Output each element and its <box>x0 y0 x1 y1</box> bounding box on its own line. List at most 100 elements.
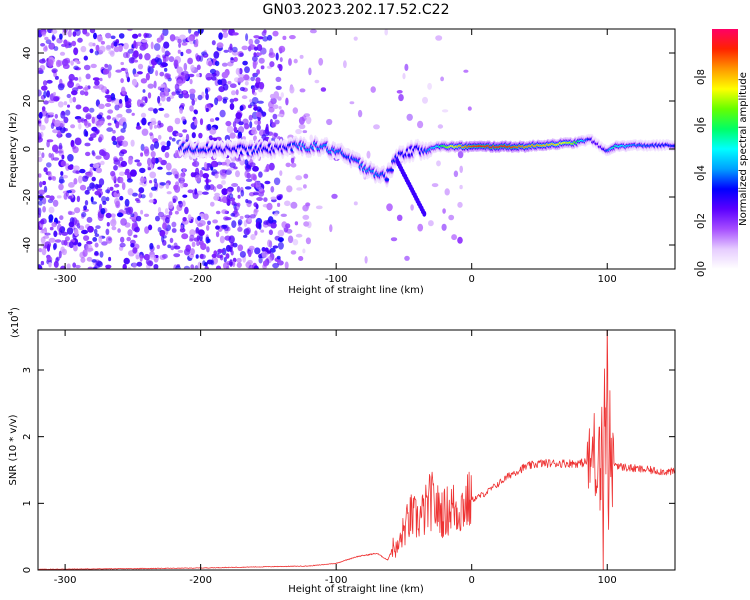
spectrogram-cell <box>295 128 302 135</box>
spectrogram-cell <box>64 57 71 64</box>
spectrogram-cell <box>114 183 120 188</box>
spectrogram-cell <box>196 235 200 242</box>
spectrogram-cell <box>149 171 157 179</box>
spectrogram-cell <box>244 159 249 166</box>
spectrogram-cell <box>190 172 196 178</box>
spectrogram-cell <box>195 167 200 175</box>
spectrogram-cell <box>184 206 189 215</box>
spectrogram-cell <box>84 142 91 147</box>
spectrogram-cell <box>197 215 202 221</box>
spectrogram-cell <box>167 244 172 249</box>
spectrogram-cell <box>163 86 169 94</box>
spectrogram-cell <box>221 71 229 79</box>
spectrogram-cell <box>221 62 228 67</box>
spectrogram-cell <box>180 51 184 57</box>
spectrogram-cell <box>123 257 130 265</box>
spectrogram-cell <box>436 160 441 167</box>
spectrogram-cell <box>51 68 58 73</box>
spectrogram-cell <box>206 246 210 253</box>
spectrogram-cell <box>151 157 156 165</box>
spectrogram-cell <box>160 62 168 68</box>
spectrogram-cell <box>229 259 233 267</box>
spectrogram-cell <box>130 139 135 147</box>
spectrogram-cell <box>195 254 199 259</box>
spectrogram-cell <box>308 67 312 76</box>
spectrogram-cell <box>160 141 167 147</box>
spectrogram-cell <box>209 127 217 135</box>
spectrogram-cell <box>91 259 97 263</box>
spectrogram-ytick-label: -40 <box>22 237 33 253</box>
spectrogram-cell <box>278 45 286 53</box>
spectrogram-cell <box>38 67 43 74</box>
spectrogram-cell <box>91 116 96 124</box>
spectrogram-cell <box>95 167 102 174</box>
spectrogram-cell <box>183 90 187 94</box>
spectrogram-cell <box>173 245 181 250</box>
spectrogram-cell <box>252 73 256 77</box>
spectrogram-cell <box>153 141 160 149</box>
spectrogram-cell <box>82 249 88 257</box>
colorbar: 0.0 0.2 0.4 0.6 0.8 Normalized spectral ampl… <box>694 29 749 277</box>
spectrogram-cell <box>38 111 43 119</box>
spectrogram-cell <box>183 62 188 71</box>
spectrogram-cell <box>270 196 277 200</box>
spectrogram-cell <box>136 261 143 267</box>
spectrogram-cell <box>212 219 219 224</box>
spectrogram-cell <box>158 107 165 111</box>
spectrogram-cell <box>175 90 180 95</box>
spectrogram-cell <box>208 60 213 67</box>
spectrogram-cell <box>373 124 380 130</box>
spectrogram-cell <box>115 114 119 122</box>
spectrogram-cell <box>135 125 142 130</box>
spectrogram-cell <box>56 195 62 199</box>
spectrogram-cell <box>453 170 459 178</box>
spectrogram-cell <box>73 228 79 236</box>
spectrogram-cell <box>137 63 144 70</box>
spectrogram-cell <box>180 224 184 230</box>
spectrogram-cell <box>672 144 675 147</box>
spectrogram-cell <box>227 167 235 171</box>
spectrogram-cell <box>264 180 271 185</box>
spectrogram-cell <box>225 120 232 127</box>
spectrogram-xtick-label: 0 <box>469 274 475 285</box>
spectrogram-cell <box>102 68 110 75</box>
spectrogram-cell <box>223 256 227 263</box>
spectrogram-cell <box>83 64 91 71</box>
spectrogram-cell <box>109 186 114 191</box>
spectrogram-cell <box>53 71 57 78</box>
spectrogram-cell <box>244 170 249 178</box>
spectrogram-cell <box>276 255 281 260</box>
spectrogram-cell <box>217 249 225 253</box>
spectrogram-cell <box>131 78 138 86</box>
spectrogram-cell <box>129 169 137 177</box>
spectrogram-cell <box>142 89 146 93</box>
spectrogram-cell <box>204 184 211 191</box>
spectrogram-cell <box>224 134 231 142</box>
spectrogram-cell <box>122 121 127 130</box>
spectrogram-cell <box>237 77 245 82</box>
spectrogram-cell <box>254 230 258 236</box>
spectrogram-cell <box>233 97 239 102</box>
spectrogram-cell <box>169 136 172 140</box>
spectrogram-cell <box>173 184 179 191</box>
spectrogram-cell <box>66 263 71 269</box>
spectrogram-cell <box>284 261 289 269</box>
spectrogram-cell <box>209 118 215 123</box>
spectrogram-cell <box>230 57 234 61</box>
spectrogram-cell <box>182 194 188 198</box>
spectrogram-cell <box>253 106 259 111</box>
spectrogram-cell <box>221 29 228 33</box>
spectrogram-cell <box>250 234 256 241</box>
spectrogram-cell <box>196 73 200 78</box>
spectrogram-cell <box>195 174 202 182</box>
spectrogram-cell <box>174 210 179 215</box>
spectrogram-cell <box>122 263 127 269</box>
spectrogram-cell <box>302 214 310 220</box>
snr-ytick-label: 3 <box>22 367 33 373</box>
spectrogram-cell <box>181 42 188 46</box>
spectrogram-cell <box>42 206 46 213</box>
spectrogram-cell <box>268 100 274 109</box>
spectrogram-cell <box>171 168 178 175</box>
spectrogram-cell <box>41 85 48 91</box>
spectrogram-cell <box>248 114 253 121</box>
